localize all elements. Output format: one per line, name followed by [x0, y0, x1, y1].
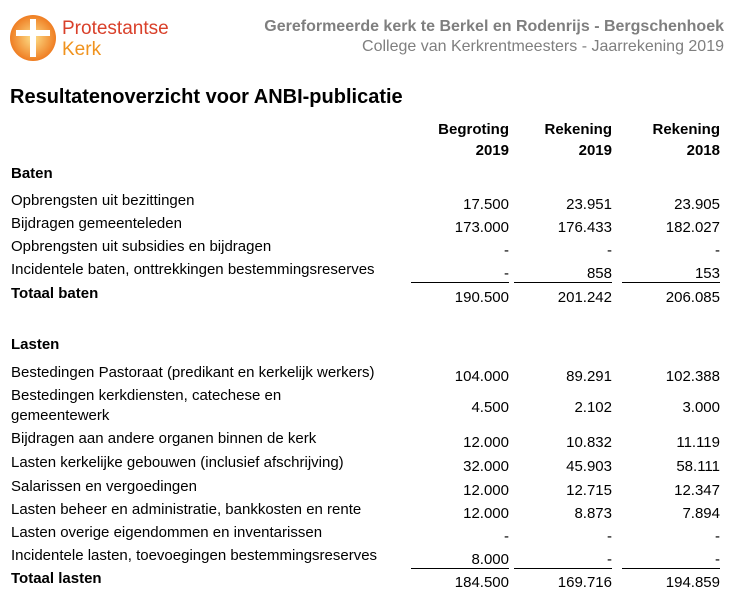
row-label: gemeentewerk [11, 407, 110, 424]
cell-value: 104.000 [454, 368, 509, 385]
row-label: Lasten beheer en administratie, bankkost… [11, 501, 362, 518]
rule-line [514, 568, 612, 569]
column-header: Rekening [544, 121, 612, 138]
cell-value: 32.000 [463, 458, 509, 475]
logo-text: Protestantse [62, 18, 169, 39]
cell-value: 12.000 [463, 505, 509, 522]
row-label: Incidentele lasten, toevoegingen bestemm… [11, 547, 378, 564]
cell-value: 858 [586, 265, 612, 282]
cell-value: 45.903 [566, 458, 612, 475]
cell-value: - [607, 528, 612, 545]
row-label: Incidentele baten, onttrekkingen bestemm… [11, 261, 375, 278]
total-value: 190.500 [454, 289, 509, 306]
row-label: Lasten overige eigendommen en inventaris… [11, 524, 323, 541]
cell-value: 10.832 [566, 434, 612, 451]
cell-value: - [715, 242, 720, 259]
cell-value: 58.111 [676, 458, 720, 475]
cell-value: 8.000 [471, 551, 509, 568]
total-value: 169.716 [557, 574, 612, 591]
cell-value: 176.433 [557, 219, 612, 236]
row-label: Opbrengsten uit bezittingen [11, 192, 195, 209]
cell-value: 173.000 [454, 219, 509, 236]
rule-line [622, 568, 720, 569]
cell-value: 3.000 [682, 399, 720, 416]
cell-value: - [607, 551, 612, 568]
total-value: 184.500 [454, 574, 509, 591]
column-header: Begroting [438, 121, 509, 138]
row-label: Bestedingen kerkdiensten, catechese en [11, 387, 282, 404]
column-header: 2019 [578, 142, 612, 159]
cell-value: 89.291 [566, 368, 612, 385]
total-label: Totaal lasten [11, 570, 102, 587]
cell-value: 12.347 [674, 482, 720, 499]
cell-value: - [607, 242, 612, 259]
cell-value: 17.500 [463, 196, 509, 213]
cell-value: 12.000 [463, 434, 509, 451]
header-subtitle: College van Kerkrentmeesters - Jaarreken… [362, 38, 724, 55]
cell-value: 2.102 [574, 399, 612, 416]
logo-text: Kerk [62, 39, 102, 60]
cell-value: - [715, 528, 720, 545]
rule-line [622, 282, 720, 283]
total-value: 206.085 [665, 289, 720, 306]
cell-value: - [504, 528, 509, 545]
cell-value: 153 [694, 265, 720, 282]
total-value: 201.242 [557, 289, 612, 306]
column-header: Rekening [652, 121, 720, 138]
cell-value: 12.000 [463, 482, 509, 499]
cell-value: 23.905 [674, 196, 720, 213]
row-label: Bijdragen aan andere organen binnen de k… [11, 430, 317, 447]
cell-value: 7.894 [682, 505, 720, 522]
page-title: Resultatenoverzicht voor ANBI-publicatie [10, 86, 403, 108]
section-heading: Baten [11, 165, 53, 182]
cell-value: 12.715 [566, 482, 612, 499]
cell-value: - [504, 265, 509, 282]
cell-value: 102.388 [665, 368, 720, 385]
rule-line [411, 282, 509, 283]
row-label: Bestedingen Pastoraat (predikant en kerk… [11, 364, 375, 381]
total-label: Totaal baten [11, 285, 99, 302]
row-label: Lasten kerkelijke gebouwen (inclusief af… [11, 454, 344, 471]
row-label: Salarissen en vergoedingen [11, 478, 197, 495]
header-title: Gereformeerde kerk te Berkel en Rodenrij… [264, 18, 724, 35]
section-heading: Lasten [11, 336, 60, 353]
cell-value: 11.119 [676, 434, 720, 451]
column-header: 2018 [686, 142, 720, 159]
row-label: Opbrengsten uit subsidies en bijdragen [11, 238, 272, 255]
cell-value: - [715, 551, 720, 568]
total-value: 194.859 [665, 574, 720, 591]
column-header: 2019 [475, 142, 509, 159]
cell-value: 182.027 [665, 219, 720, 236]
row-label: Bijdragen gemeenteleden [11, 215, 182, 232]
logo-icon [10, 15, 56, 61]
cell-value: 4.500 [471, 399, 509, 416]
rule-line [411, 568, 509, 569]
cell-value: 8.873 [574, 505, 612, 522]
cell-value: - [504, 242, 509, 259]
cell-value: 23.951 [566, 196, 612, 213]
rule-line [514, 282, 612, 283]
